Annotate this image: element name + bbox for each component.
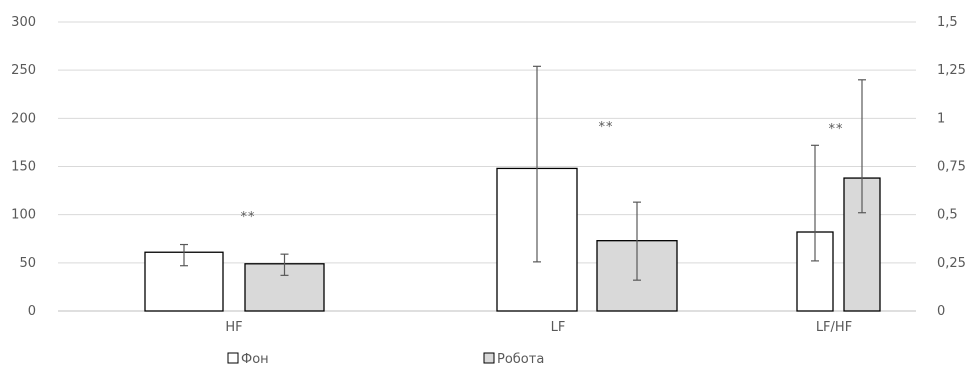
right-tick-label: 0 [937,304,945,319]
category-label: LF [551,320,566,335]
annotations: ** ** ** [241,120,844,225]
left-tick-label: 100 [11,208,36,223]
legend-swatch-robota [483,352,495,364]
bars [144,167,881,312]
error-bars [180,65,866,281]
significance-marker: ** [241,210,256,225]
left-tick-label: 300 [11,15,36,30]
left-tick-label: 50 [19,256,36,271]
right-tick-label: 1 [937,111,945,126]
right-tick-label: 1,25 [937,63,966,78]
left-y-axis: 0 50 100 150 200 250 300 [11,15,36,319]
left-tick-label: 0 [28,304,36,319]
significance-marker: ** [829,122,844,137]
left-tick-label: 150 [11,160,36,175]
right-tick-label: 0,25 [937,256,966,271]
legend-label-robota: Робота [497,352,544,367]
left-tick-label: 250 [11,63,36,78]
category-label: HF [225,320,242,335]
right-y-axis: 0 0,25 0,5 0,75 1 1,25 1,5 [937,15,966,319]
legend-label-fon: Фон [241,352,269,367]
category-label: LF/HF [816,320,852,335]
left-tick-label: 200 [11,111,36,126]
right-tick-label: 0,75 [937,160,966,175]
legend-swatch-fon [227,352,239,364]
right-tick-label: 1,5 [937,15,958,30]
x-axis-labels: HF LF LF/HF [225,320,852,335]
legend: Фон Робота [227,352,544,367]
significance-marker: ** [599,120,614,135]
right-tick-label: 0,5 [937,208,958,223]
